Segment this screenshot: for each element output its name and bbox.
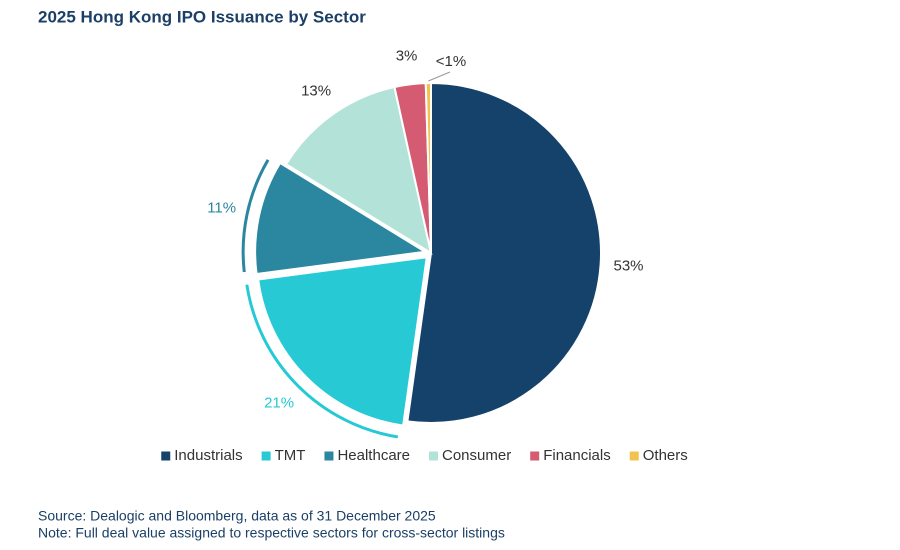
- leader-line: [428, 71, 451, 82]
- pie-slice: [284, 85, 433, 256]
- legend-swatch: [530, 451, 540, 461]
- data-label: 3%: [396, 47, 418, 64]
- legend-swatch: [161, 451, 171, 461]
- legend-swatch: [324, 451, 334, 461]
- data-label: 53%: [614, 258, 644, 275]
- data-label: <1%: [436, 53, 466, 70]
- legend-swatch: [629, 451, 639, 461]
- legend-swatch: [261, 451, 271, 461]
- source-note: Source: Dealogic and Bloomberg, data as …: [38, 508, 436, 524]
- data-label: 21%: [264, 395, 294, 412]
- legend-label: Consumer: [442, 447, 511, 464]
- pie-slice: [257, 256, 428, 427]
- legend-label: Industrials: [174, 447, 242, 464]
- data-label: 11%: [207, 200, 236, 217]
- chart-title: 2025 Hong Kong IPO Issuance by Sector: [38, 7, 366, 26]
- legend-label: TMT: [275, 447, 306, 464]
- highlight-arc: [241, 159, 270, 273]
- highlight-arc: [245, 284, 399, 439]
- legend-label: Financials: [543, 447, 611, 464]
- legend-swatch: [429, 451, 438, 461]
- legend-label: Healthcare: [337, 447, 410, 464]
- data-label: 13%: [301, 83, 331, 100]
- pie-slice: [254, 161, 429, 276]
- pie-slice: [406, 81, 602, 424]
- legend-label: Others: [643, 447, 688, 464]
- pie-slice: [424, 81, 432, 254]
- footnote: Note: Full deal value assigned to respec…: [38, 525, 505, 541]
